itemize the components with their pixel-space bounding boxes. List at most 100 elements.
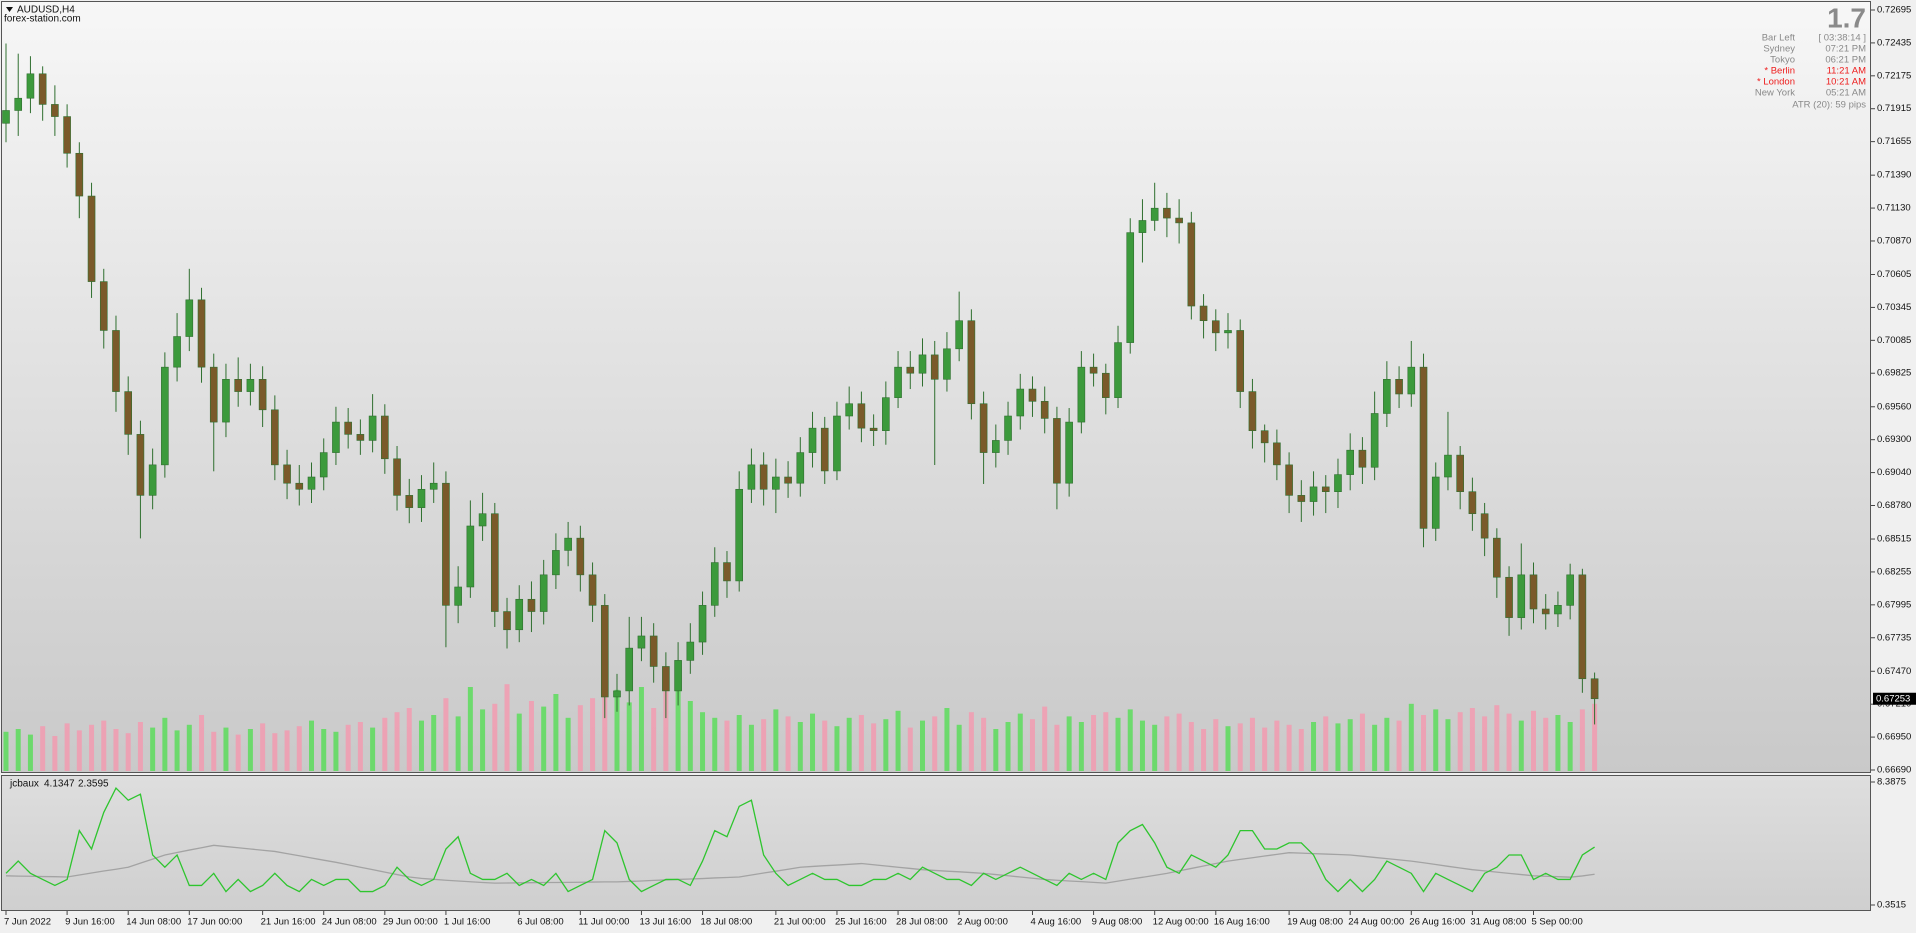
volume-bar (602, 681, 608, 771)
candle-body (99, 281, 108, 331)
volume-bar (1213, 719, 1219, 771)
y-tick-label: 0.72695 (1877, 5, 1911, 16)
candle-body (51, 104, 59, 117)
volume-bar (284, 730, 290, 771)
candle-body (1419, 366, 1428, 529)
x-tick-label: 28 Jul 08:00 (896, 917, 948, 928)
volume-bar (712, 717, 718, 771)
volume-bar (1469, 708, 1475, 771)
y-tick-label: 8.3875 (1877, 777, 1906, 788)
indicator-line (5, 786, 1595, 893)
candle-body (1334, 474, 1342, 492)
volume-bar (528, 701, 534, 771)
volume-bar (223, 727, 229, 771)
candle-body (2, 110, 10, 124)
x-tick-label: 13 Jul 16:00 (639, 917, 691, 928)
volume-bar (1384, 717, 1390, 771)
candle-body (1016, 388, 1025, 417)
volume-bar (1579, 709, 1585, 771)
atr-readout: ATR (20): 59 pips (1792, 100, 1866, 111)
y-tick-label: 0.70870 (1877, 235, 1911, 246)
session-name: * Berlin (1764, 66, 1795, 77)
volume-bar (590, 698, 596, 771)
x-tick-label: 29 Jun 00:00 (383, 917, 438, 928)
volume-bar (846, 717, 852, 771)
volume-bar (956, 724, 962, 771)
volume-bar (418, 720, 424, 771)
candle-body (332, 421, 340, 453)
volume-bar (345, 724, 351, 771)
x-tick-label: 31 Aug 08:00 (1470, 917, 1526, 928)
symbol-menu-arrow[interactable] (6, 7, 13, 12)
volume-bar (260, 723, 266, 771)
volume-bar (1103, 712, 1109, 771)
candle-body (1248, 391, 1257, 431)
volume-bar (125, 733, 131, 771)
x-tick-label: 17 Jun 00:00 (187, 917, 242, 928)
x-tick-label: 21 Jul 00:00 (774, 917, 826, 928)
volume-bar (1164, 716, 1170, 771)
volume-bar (382, 717, 388, 771)
candle-body (429, 482, 438, 490)
volume-bar (626, 702, 632, 771)
volume-bar (1298, 729, 1304, 771)
candle-body (283, 464, 291, 484)
candle-body (173, 336, 181, 368)
candle-body (234, 379, 242, 392)
candle-body (185, 299, 194, 337)
candle-body (1260, 430, 1269, 444)
volume-bar (663, 691, 669, 771)
candle-body (1358, 449, 1367, 468)
volume-bar (883, 719, 889, 771)
volume-bar (993, 729, 999, 771)
candle-body (503, 611, 511, 631)
candle-body (710, 562, 719, 606)
candle-body (271, 409, 279, 466)
candle-body (381, 415, 389, 460)
volume-bar (1592, 703, 1598, 771)
candle-body (1309, 486, 1318, 502)
candle-body (1480, 513, 1489, 539)
candle-body (209, 366, 218, 423)
volume-bar (810, 713, 816, 771)
candle-body (1505, 576, 1513, 618)
candle-body (698, 605, 707, 643)
volume-bar (101, 720, 107, 771)
volume-bar (1139, 720, 1145, 771)
volume-bar (492, 703, 498, 771)
candle-body (527, 598, 536, 612)
volume-bar (907, 727, 913, 771)
candle-body (295, 482, 304, 490)
candle-body (918, 354, 927, 374)
price-layer (2, 43, 1599, 771)
candle-body (442, 482, 450, 606)
symbol-label: AUDUSD,H4 (17, 5, 75, 16)
volume-bar (1078, 722, 1084, 771)
volume-bar (1518, 720, 1524, 771)
volume-bar (504, 684, 510, 771)
volume-bar (1359, 713, 1365, 771)
session-time: [ 03:38:14 ] (1818, 33, 1866, 44)
candle-body (955, 320, 963, 350)
volume-bar (76, 730, 82, 771)
candle-body (466, 525, 475, 588)
x-tick-label: 24 Jun 08:00 (322, 917, 377, 928)
candle-body (1138, 220, 1147, 233)
y-tick-label: 0.67735 (1877, 632, 1911, 643)
candle-body (869, 427, 878, 431)
candle-body (1053, 418, 1061, 484)
volume-bar (1445, 719, 1451, 771)
candle-body (63, 116, 71, 154)
x-tick-label: 9 Jun 16:00 (65, 917, 115, 928)
volume-bar (52, 736, 58, 771)
volume-bar (406, 708, 412, 771)
watermark: forex-station.com (4, 14, 81, 25)
y-tick-label: 0.69300 (1877, 434, 1911, 445)
volume-bar (553, 694, 559, 771)
candle-body (967, 320, 976, 405)
candle-body (405, 495, 414, 508)
candle-body (576, 537, 585, 576)
volume-bar (1543, 717, 1549, 771)
candle-body (393, 458, 401, 496)
